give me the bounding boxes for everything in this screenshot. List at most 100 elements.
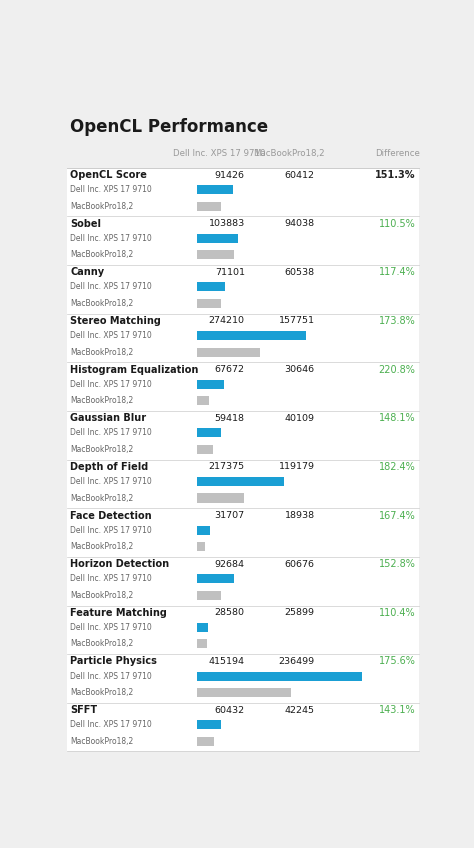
Text: MacBookPro18,2: MacBookPro18,2 (70, 396, 134, 405)
Text: 31707: 31707 (215, 511, 245, 520)
Text: 94038: 94038 (284, 219, 315, 228)
Text: 182.4%: 182.4% (379, 462, 416, 471)
FancyBboxPatch shape (197, 542, 205, 551)
Text: Depth of Field: Depth of Field (70, 462, 148, 471)
Text: Dell Inc. XPS 17 9710: Dell Inc. XPS 17 9710 (70, 380, 152, 388)
FancyBboxPatch shape (197, 298, 221, 308)
Text: Dell Inc. XPS 17 9710: Dell Inc. XPS 17 9710 (70, 477, 152, 486)
FancyBboxPatch shape (197, 250, 235, 259)
Text: 60432: 60432 (215, 706, 245, 715)
Text: 42245: 42245 (284, 706, 315, 715)
Text: MacBookPro18,2: MacBookPro18,2 (70, 591, 134, 600)
FancyBboxPatch shape (197, 477, 283, 486)
FancyBboxPatch shape (197, 494, 245, 503)
Text: MacBookPro18,2: MacBookPro18,2 (253, 149, 325, 159)
FancyBboxPatch shape (66, 265, 419, 314)
Text: MacBookPro18,2: MacBookPro18,2 (70, 639, 134, 649)
Text: 60412: 60412 (284, 170, 315, 180)
Text: 119179: 119179 (279, 462, 315, 471)
FancyBboxPatch shape (197, 737, 214, 745)
FancyBboxPatch shape (197, 234, 238, 243)
FancyBboxPatch shape (197, 672, 362, 681)
FancyBboxPatch shape (66, 216, 419, 265)
Text: 40109: 40109 (284, 414, 315, 423)
FancyBboxPatch shape (197, 282, 225, 292)
FancyBboxPatch shape (66, 168, 419, 216)
Text: Gaussian Blur: Gaussian Blur (70, 413, 146, 423)
Text: 103883: 103883 (209, 219, 245, 228)
Text: 25899: 25899 (284, 608, 315, 617)
Text: 28580: 28580 (215, 608, 245, 617)
Text: 30646: 30646 (284, 365, 315, 374)
Text: Dell Inc. XPS 17 9710: Dell Inc. XPS 17 9710 (70, 282, 152, 292)
FancyBboxPatch shape (66, 411, 419, 460)
Text: MacBookPro18,2: MacBookPro18,2 (70, 202, 134, 210)
Text: 415194: 415194 (209, 657, 245, 666)
Text: MacBookPro18,2: MacBookPro18,2 (70, 737, 134, 745)
Text: 143.1%: 143.1% (379, 705, 416, 715)
FancyBboxPatch shape (197, 185, 233, 194)
FancyBboxPatch shape (66, 314, 419, 362)
Text: MacBookPro18,2: MacBookPro18,2 (70, 445, 134, 454)
Text: 157751: 157751 (279, 316, 315, 326)
Text: 91426: 91426 (215, 170, 245, 180)
Text: Dell Inc. XPS 17 9710: Dell Inc. XPS 17 9710 (70, 672, 152, 681)
FancyBboxPatch shape (197, 574, 234, 583)
Text: MacBookPro18,2: MacBookPro18,2 (70, 348, 134, 356)
FancyBboxPatch shape (197, 202, 221, 210)
Text: Dell Inc. XPS 17 9710: Dell Inc. XPS 17 9710 (70, 574, 152, 583)
Text: Face Detection: Face Detection (70, 510, 152, 521)
Text: 274210: 274210 (209, 316, 245, 326)
FancyBboxPatch shape (66, 460, 419, 508)
FancyBboxPatch shape (197, 526, 210, 534)
FancyBboxPatch shape (197, 396, 209, 405)
FancyBboxPatch shape (66, 362, 419, 411)
Text: 18938: 18938 (284, 511, 315, 520)
Text: MacBookPro18,2: MacBookPro18,2 (70, 542, 134, 551)
Text: Sobel: Sobel (70, 219, 101, 229)
Text: Dell Inc. XPS 17 9710: Dell Inc. XPS 17 9710 (70, 526, 152, 534)
Text: 173.8%: 173.8% (379, 316, 416, 326)
Text: 175.6%: 175.6% (379, 656, 416, 667)
Text: 59418: 59418 (215, 414, 245, 423)
Text: Dell Inc. XPS 17 9710: Dell Inc. XPS 17 9710 (70, 720, 152, 729)
FancyBboxPatch shape (197, 445, 213, 454)
Text: MacBookPro18,2: MacBookPro18,2 (70, 299, 134, 308)
Text: 110.4%: 110.4% (379, 608, 416, 618)
Text: 67672: 67672 (215, 365, 245, 374)
Text: Dell Inc. XPS 17 9710: Dell Inc. XPS 17 9710 (70, 234, 152, 243)
Text: SFFT: SFFT (70, 705, 97, 715)
Text: Stereo Matching: Stereo Matching (70, 316, 161, 326)
Text: Dell Inc. XPS 17 9710: Dell Inc. XPS 17 9710 (70, 185, 152, 194)
FancyBboxPatch shape (66, 654, 419, 703)
FancyBboxPatch shape (66, 703, 419, 751)
Text: Difference: Difference (375, 149, 419, 159)
FancyBboxPatch shape (197, 348, 260, 357)
FancyBboxPatch shape (197, 688, 291, 697)
Text: 151.3%: 151.3% (375, 170, 416, 180)
FancyBboxPatch shape (197, 720, 221, 729)
Text: MacBookPro18,2: MacBookPro18,2 (70, 250, 134, 259)
Text: MacBookPro18,2: MacBookPro18,2 (70, 494, 134, 503)
FancyBboxPatch shape (66, 508, 419, 557)
Text: Dell Inc. XPS 17 9710: Dell Inc. XPS 17 9710 (173, 149, 265, 159)
Text: 152.8%: 152.8% (379, 559, 416, 569)
Text: Canny: Canny (70, 267, 104, 277)
Text: Dell Inc. XPS 17 9710: Dell Inc. XPS 17 9710 (70, 331, 152, 340)
Text: 110.5%: 110.5% (379, 219, 416, 229)
Text: 92684: 92684 (215, 560, 245, 569)
FancyBboxPatch shape (66, 557, 419, 605)
Text: Particle Physics: Particle Physics (70, 656, 157, 667)
Text: OpenCL Performance: OpenCL Performance (70, 118, 268, 136)
Text: 236499: 236499 (278, 657, 315, 666)
FancyBboxPatch shape (66, 605, 419, 654)
FancyBboxPatch shape (197, 428, 221, 438)
Text: MacBookPro18,2: MacBookPro18,2 (70, 688, 134, 697)
Text: 167.4%: 167.4% (379, 510, 416, 521)
Text: OpenCL Score: OpenCL Score (70, 170, 147, 180)
Text: 117.4%: 117.4% (379, 267, 416, 277)
FancyBboxPatch shape (197, 623, 209, 632)
Text: Histogram Equalization: Histogram Equalization (70, 365, 199, 375)
Text: 220.8%: 220.8% (379, 365, 416, 375)
Text: Dell Inc. XPS 17 9710: Dell Inc. XPS 17 9710 (70, 428, 152, 438)
